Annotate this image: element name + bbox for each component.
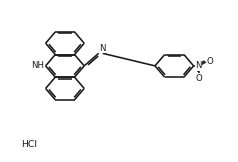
Text: O: O bbox=[195, 74, 202, 83]
Text: N: N bbox=[100, 44, 106, 53]
Text: HCl: HCl bbox=[21, 140, 37, 149]
Text: NH: NH bbox=[31, 61, 44, 70]
Text: O: O bbox=[207, 57, 214, 66]
Text: N: N bbox=[195, 61, 202, 70]
